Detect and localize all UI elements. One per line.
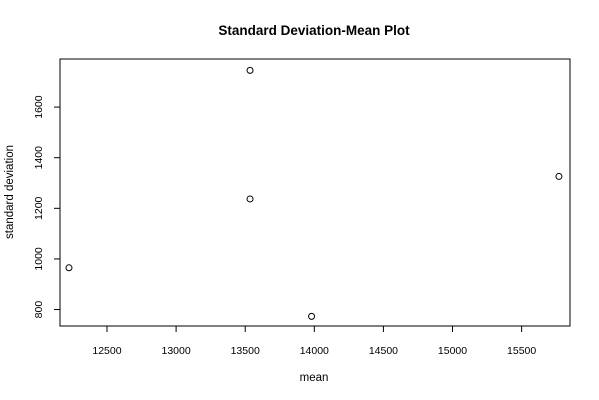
x-tick-label: 13500 <box>231 345 260 357</box>
y-axis-label: standard deviation <box>4 145 16 239</box>
data-point <box>65 264 73 272</box>
y-tick-label: 1600 <box>33 95 45 119</box>
y-tick-label: 1000 <box>33 247 45 271</box>
x-axis: 12500 13000 13500 14000 14500 15000 15500 <box>92 325 536 357</box>
y-axis: 800 1000 1200 1400 1600 <box>33 95 61 319</box>
x-tick-label: 15000 <box>438 345 467 357</box>
y-tick-label: 1200 <box>33 196 45 220</box>
data-point <box>308 312 316 320</box>
x-tick-label: 14500 <box>369 345 398 357</box>
data-point <box>246 66 254 74</box>
data-point <box>246 195 254 203</box>
x-axis-label: mean <box>300 372 329 384</box>
y-tick-label: 1400 <box>33 146 45 170</box>
plot-frame <box>59 58 571 327</box>
y-tick-label: 800 <box>33 301 45 319</box>
data-point <box>555 172 563 180</box>
chart-title: Standard Deviation-Mean Plot <box>218 23 410 38</box>
x-tick-label: 12500 <box>92 345 121 357</box>
x-tick-label: 13000 <box>161 345 190 357</box>
x-tick-label: 15500 <box>507 345 536 357</box>
data-points <box>65 66 563 320</box>
x-tick-label: 14000 <box>300 345 329 357</box>
